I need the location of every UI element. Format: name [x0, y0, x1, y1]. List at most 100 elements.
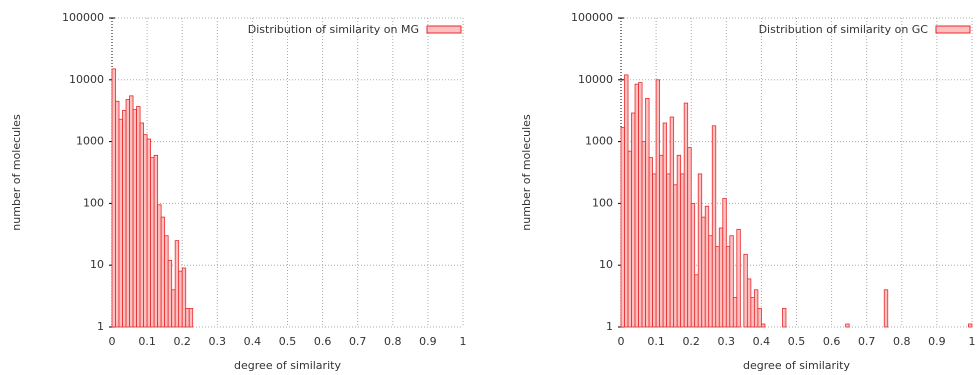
- x-tick-label: 0.7: [858, 335, 876, 348]
- y-tick-label: 100000: [571, 11, 613, 24]
- y-axis-label: number of molecules: [520, 114, 533, 231]
- y-axis-label: number of molecules: [10, 114, 23, 231]
- bar: [722, 198, 727, 328]
- bar: [181, 267, 187, 328]
- bar: [711, 125, 717, 328]
- x-tick-label: 1: [969, 335, 976, 348]
- bar: [729, 235, 734, 328]
- bar: [146, 138, 152, 328]
- bar: [634, 83, 639, 328]
- bar: [652, 173, 657, 328]
- bar: [171, 289, 176, 328]
- bar: [115, 100, 120, 328]
- y-tick-label: 1000: [585, 135, 613, 148]
- x-tick-label: 0.9: [419, 335, 437, 348]
- x-tick-label: 0: [618, 335, 625, 348]
- bar: [736, 228, 741, 328]
- x-tick-label: 0.9: [928, 335, 946, 348]
- x-tick-label: 1: [460, 335, 467, 348]
- y-tick-label: 10: [599, 258, 613, 271]
- bar: [132, 109, 137, 328]
- bar: [631, 112, 636, 328]
- bar: [139, 122, 144, 328]
- bar: [757, 307, 762, 328]
- bar: [167, 259, 173, 328]
- bar: [673, 184, 678, 328]
- bar: [648, 157, 653, 328]
- legend-swatch: [426, 25, 462, 34]
- bar: [150, 157, 155, 328]
- x-tick-label: 0.3: [718, 335, 736, 348]
- bar: [680, 173, 685, 328]
- bar: [690, 202, 696, 328]
- bar: [122, 109, 127, 328]
- bar: [143, 134, 148, 328]
- bar: [676, 154, 682, 328]
- bar: [715, 246, 720, 328]
- bar: [750, 297, 755, 328]
- x-tick-label: 0.8: [384, 335, 402, 348]
- y-tick-label: 1: [97, 320, 104, 333]
- bar: [753, 289, 759, 328]
- bar: [732, 297, 738, 328]
- bar: [645, 98, 650, 328]
- x-tick-label: 0.3: [209, 335, 227, 348]
- bar: [620, 126, 625, 328]
- bar: [694, 274, 699, 328]
- bar: [125, 99, 130, 328]
- y-tick-label: 1: [606, 320, 613, 333]
- bar: [659, 154, 664, 328]
- x-tick-label: 0.1: [647, 335, 665, 348]
- bar: [118, 118, 123, 328]
- bar: [174, 240, 180, 328]
- y-tick-label: 10000: [578, 73, 613, 86]
- bar: [704, 205, 710, 328]
- bar: [683, 102, 689, 328]
- x-tick-label: 0.2: [682, 335, 700, 348]
- bar: [761, 323, 766, 328]
- bar: [164, 235, 169, 328]
- bar: [701, 216, 706, 328]
- bar: [153, 154, 159, 328]
- x-tick-label: 0.2: [173, 335, 191, 348]
- bar: [968, 323, 973, 328]
- x-tick-label: 0.1: [138, 335, 156, 348]
- bar: [136, 106, 141, 328]
- bar: [845, 323, 850, 328]
- bar: [718, 227, 724, 328]
- x-tick-label: 0.5: [279, 335, 297, 348]
- x-tick-label: 0.6: [823, 335, 841, 348]
- bar: [178, 270, 183, 328]
- x-tick-label: 0.8: [893, 335, 911, 348]
- x-tick-label: 0.4: [244, 335, 262, 348]
- x-tick-label: 0: [109, 335, 116, 348]
- y-tick-label: 100: [83, 196, 104, 209]
- x-axis-label: degree of similarity: [234, 359, 341, 372]
- bar: [666, 173, 671, 328]
- bar: [188, 307, 194, 328]
- bar: [638, 82, 643, 328]
- x-axis-label: degree of similarity: [743, 359, 850, 372]
- bar: [743, 253, 748, 328]
- legend-label: Distribution of similarity on GC: [759, 23, 929, 36]
- bar: [160, 216, 166, 328]
- bar: [157, 204, 162, 328]
- bar: [708, 235, 713, 328]
- y-tick-label: 10000: [69, 73, 104, 86]
- bar: [697, 173, 703, 328]
- bar: [627, 150, 632, 328]
- y-tick-label: 10: [90, 258, 104, 271]
- y-tick-label: 100000: [62, 11, 104, 24]
- bar: [641, 141, 646, 328]
- bar: [111, 68, 116, 328]
- x-tick-label: 0.7: [349, 335, 367, 348]
- bar: [662, 122, 668, 328]
- x-tick-label: 0.5: [788, 335, 806, 348]
- y-tick-label: 1000: [76, 135, 104, 148]
- bar: [883, 289, 889, 328]
- bar: [746, 278, 752, 328]
- bar: [725, 246, 731, 328]
- bar: [185, 307, 190, 328]
- legend-swatch: [935, 25, 971, 34]
